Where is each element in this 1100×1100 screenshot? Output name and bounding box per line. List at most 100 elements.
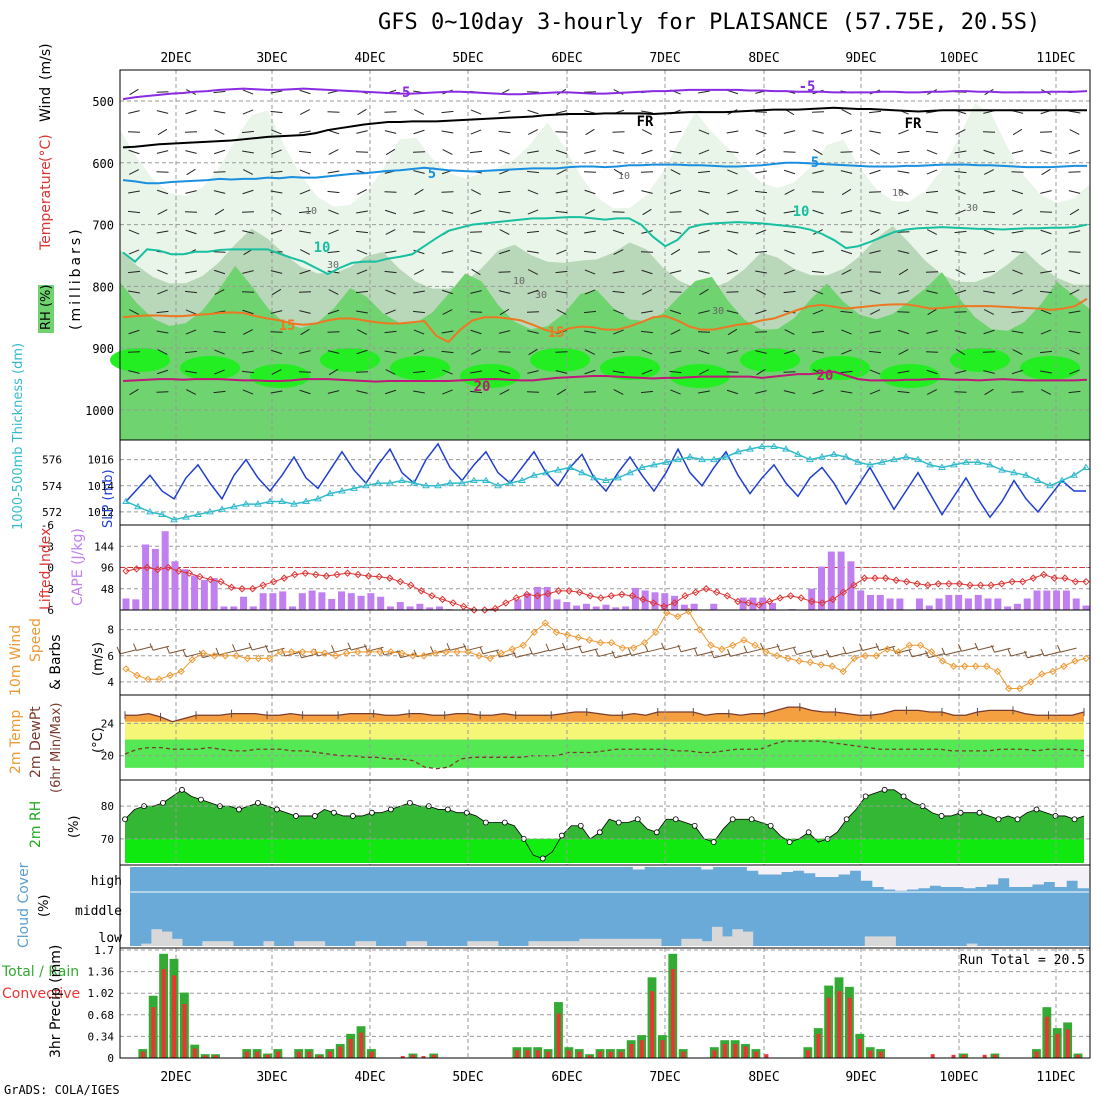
wind-barb (555, 290, 568, 294)
li-marker (354, 570, 362, 579)
wind-speed-marker (729, 641, 737, 650)
wind-barb (784, 269, 795, 275)
precip-convective-bar (203, 1055, 208, 1058)
wind-barb (670, 248, 681, 256)
precip-convective-bar (660, 1040, 665, 1058)
wind-speed-marker (354, 648, 362, 656)
rh2m-label: 2m RH (28, 801, 44, 848)
cloud-low-block (141, 943, 152, 946)
wind-barb (641, 390, 653, 394)
wind-barb (783, 210, 796, 214)
rh2m-marker (482, 819, 489, 826)
surface-barb (977, 645, 995, 651)
precip-convective-bar (411, 1054, 416, 1058)
wind-barb (384, 209, 397, 215)
cloud-low-block (406, 941, 417, 946)
wind-speed-marker (1005, 684, 1013, 693)
li-marker (734, 597, 742, 606)
wind-barb (669, 189, 682, 195)
wind-barb (242, 150, 254, 154)
wind-barb (756, 368, 766, 376)
thickness-marker (494, 481, 502, 489)
wind-barb (213, 390, 226, 394)
wind-barb (584, 349, 596, 355)
rh2m-marker (805, 829, 812, 836)
wind-barb (527, 109, 539, 115)
wind-barb (327, 250, 340, 254)
wind-barb (755, 129, 767, 135)
wind-speed-marker (861, 652, 870, 660)
wind-barb (156, 310, 169, 314)
thickness-marker (1022, 471, 1030, 478)
li-marker (502, 599, 510, 607)
thickness-marker (686, 453, 694, 460)
wind-barb (755, 229, 767, 235)
wind-barb (327, 190, 340, 194)
wind-barb (1069, 349, 1080, 355)
wind-barb (641, 310, 653, 314)
wind-y-tick: 8 (107, 624, 114, 637)
thickness-marker (1046, 481, 1054, 489)
wind-barb (214, 369, 225, 375)
li-marker (153, 565, 162, 574)
surface-barb-tick (232, 644, 236, 652)
wind-barb (1011, 330, 1024, 334)
rh2m-marker (634, 816, 641, 823)
wind-speed-marker (144, 675, 152, 684)
wind-y-tick: 4 (107, 676, 114, 689)
temperature-units-label: (°C) (38, 134, 54, 162)
cape-bar (406, 606, 414, 610)
wind-barb (1012, 209, 1023, 215)
slp-axis-label: SLP (mb) (101, 469, 116, 528)
wind-speed-marker (651, 628, 660, 636)
rh-contour-label: 30 (966, 203, 978, 214)
wind-barb (897, 150, 910, 154)
wind-barb (413, 109, 425, 115)
wind-barb (1011, 189, 1024, 195)
wind-barb (242, 309, 254, 315)
wind-speed-marker (376, 648, 384, 656)
wind-barb (954, 170, 967, 174)
wind-barb (926, 249, 938, 255)
precip-convective-bar (1055, 1033, 1060, 1058)
wind-barb (414, 188, 424, 196)
cloud-low-block (365, 941, 377, 946)
surface-barb (301, 653, 318, 659)
slp-y-tick: 1014 (88, 480, 115, 493)
li-marker (1082, 577, 1090, 586)
thickness-marker (842, 453, 850, 460)
thickness-marker (1034, 476, 1042, 484)
cloud-high-block (1043, 867, 1056, 882)
rh-shade-bright (740, 348, 800, 372)
surface-barb-tick (908, 649, 913, 658)
rh2m-left-labels: 2m RH (28, 801, 44, 848)
wind-barb (213, 149, 226, 155)
wind-barb (242, 109, 254, 115)
li-marker (639, 595, 647, 604)
cloud-high-block (872, 867, 885, 887)
cloud-low-block (314, 941, 326, 946)
wind-barb (584, 209, 596, 215)
wind-barb (128, 270, 140, 274)
minmax-label-group: (6hr Min/Max) (49, 703, 64, 793)
li-marker (291, 570, 299, 579)
cloud-high-block (997, 867, 1010, 879)
precip-y-tick: 0.34 (88, 1030, 115, 1043)
wind-speed-marker (122, 665, 130, 673)
thickness-marker (458, 479, 466, 486)
rh2m-marker (615, 819, 622, 826)
li-marker (554, 587, 563, 595)
precip-convective-bar (982, 1054, 987, 1058)
wind-barb (185, 389, 197, 395)
rh2m-marker (293, 813, 299, 819)
wind-speed-marker (475, 652, 483, 660)
wind-barb (327, 309, 340, 315)
wind-barb (185, 370, 197, 374)
wind-barb (669, 270, 682, 274)
surface-barb-tick (215, 647, 220, 656)
cape-bar (298, 593, 306, 610)
thickness-marker (1070, 471, 1078, 478)
cape-bar (886, 598, 894, 610)
run-total-label: Run Total = 20.5 (960, 953, 1085, 968)
rh-shade-bright (320, 348, 380, 372)
